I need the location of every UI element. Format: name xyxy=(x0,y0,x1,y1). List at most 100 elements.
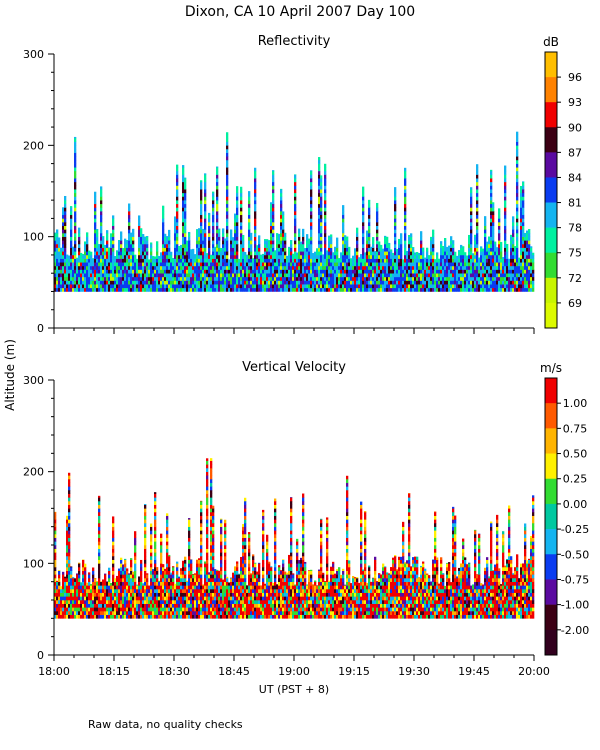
data-cell xyxy=(318,243,321,248)
data-cell xyxy=(262,276,265,281)
data-cell xyxy=(516,185,519,190)
data-cell xyxy=(294,280,297,285)
data-cell xyxy=(128,611,131,615)
data-cell xyxy=(70,243,73,248)
data-cell xyxy=(498,265,501,270)
data-cell xyxy=(236,284,239,289)
data-cell xyxy=(116,581,119,586)
data-cell xyxy=(308,254,311,259)
data-cell xyxy=(130,611,133,615)
data-cell xyxy=(108,611,111,615)
data-cell xyxy=(74,243,77,248)
data-cell xyxy=(250,280,253,285)
data-cell xyxy=(326,273,329,278)
data-cell xyxy=(378,262,381,267)
data-cell xyxy=(272,214,275,219)
data-cell xyxy=(208,236,211,241)
data-cell xyxy=(112,611,115,615)
data-cell xyxy=(134,545,137,549)
data-cell xyxy=(440,243,443,248)
data-cell xyxy=(434,284,437,289)
data-cell xyxy=(320,254,323,259)
data-cell xyxy=(94,229,97,234)
data-cell xyxy=(264,269,267,274)
data-cell xyxy=(318,229,321,234)
data-cell xyxy=(492,276,495,281)
data-cell xyxy=(112,222,115,226)
data-cell xyxy=(112,581,115,586)
data-cell xyxy=(58,280,61,285)
data-cell xyxy=(396,284,399,289)
data-cell xyxy=(54,537,57,542)
data-cell xyxy=(470,203,473,208)
data-cell xyxy=(232,237,235,241)
data-cell xyxy=(68,530,71,535)
data-cell xyxy=(520,265,523,270)
data-cell xyxy=(516,181,519,186)
data-cell xyxy=(136,265,139,270)
data-cell xyxy=(122,611,125,615)
data-cell xyxy=(62,247,65,252)
data-cell xyxy=(426,276,429,281)
data-cell xyxy=(490,203,493,208)
data-cell xyxy=(186,247,189,252)
data-cell xyxy=(122,592,125,597)
data-cell xyxy=(156,581,159,586)
data-cell xyxy=(258,258,261,263)
data-cell xyxy=(68,600,71,604)
data-cell xyxy=(196,247,199,252)
data-cell xyxy=(226,134,229,139)
data-cell xyxy=(468,236,471,241)
data-cell xyxy=(96,236,99,241)
data-cell xyxy=(170,276,173,281)
data-cell xyxy=(112,570,115,575)
data-cell xyxy=(126,240,129,245)
data-cell xyxy=(428,258,431,263)
data-cell xyxy=(470,287,473,292)
data-cell xyxy=(226,258,229,263)
data-cell xyxy=(314,284,317,289)
data-cell xyxy=(90,584,93,586)
data-cell xyxy=(514,280,517,285)
data-cell xyxy=(166,247,169,252)
data-cell xyxy=(146,284,149,289)
data-cell xyxy=(444,247,447,252)
data-cell xyxy=(92,262,95,267)
data-cell xyxy=(182,251,185,256)
data-cell xyxy=(476,189,479,194)
data-cell xyxy=(524,236,527,241)
data-cell xyxy=(390,265,393,270)
data-cell xyxy=(318,265,321,270)
data-cell xyxy=(132,265,135,270)
data-cell xyxy=(182,167,185,172)
data-cell xyxy=(78,614,81,619)
data-cell xyxy=(400,236,403,241)
data-cell xyxy=(484,262,487,267)
data-cell xyxy=(406,262,409,267)
data-cell xyxy=(80,254,83,259)
data-cell xyxy=(64,207,67,212)
data-cell xyxy=(248,265,251,270)
data-cell xyxy=(64,262,67,267)
data-cell xyxy=(524,273,527,278)
data-cell xyxy=(278,233,281,237)
data-cell xyxy=(98,548,101,553)
data-cell xyxy=(144,585,147,590)
colorbar-swatch xyxy=(545,177,557,203)
data-cell xyxy=(126,247,129,252)
data-cell xyxy=(106,276,109,281)
data-cell xyxy=(276,262,279,267)
data-cell xyxy=(128,247,131,252)
data-cell xyxy=(210,287,213,292)
data-cell xyxy=(406,276,409,281)
data-cell xyxy=(116,251,119,256)
data-cell xyxy=(226,247,229,252)
data-cell xyxy=(318,284,321,289)
data-cell xyxy=(338,258,341,263)
data-cell xyxy=(148,269,151,274)
data-cell xyxy=(272,207,275,212)
data-cell xyxy=(128,603,131,608)
data-cell xyxy=(512,222,515,226)
data-cell xyxy=(516,214,519,219)
data-cell xyxy=(170,258,173,263)
